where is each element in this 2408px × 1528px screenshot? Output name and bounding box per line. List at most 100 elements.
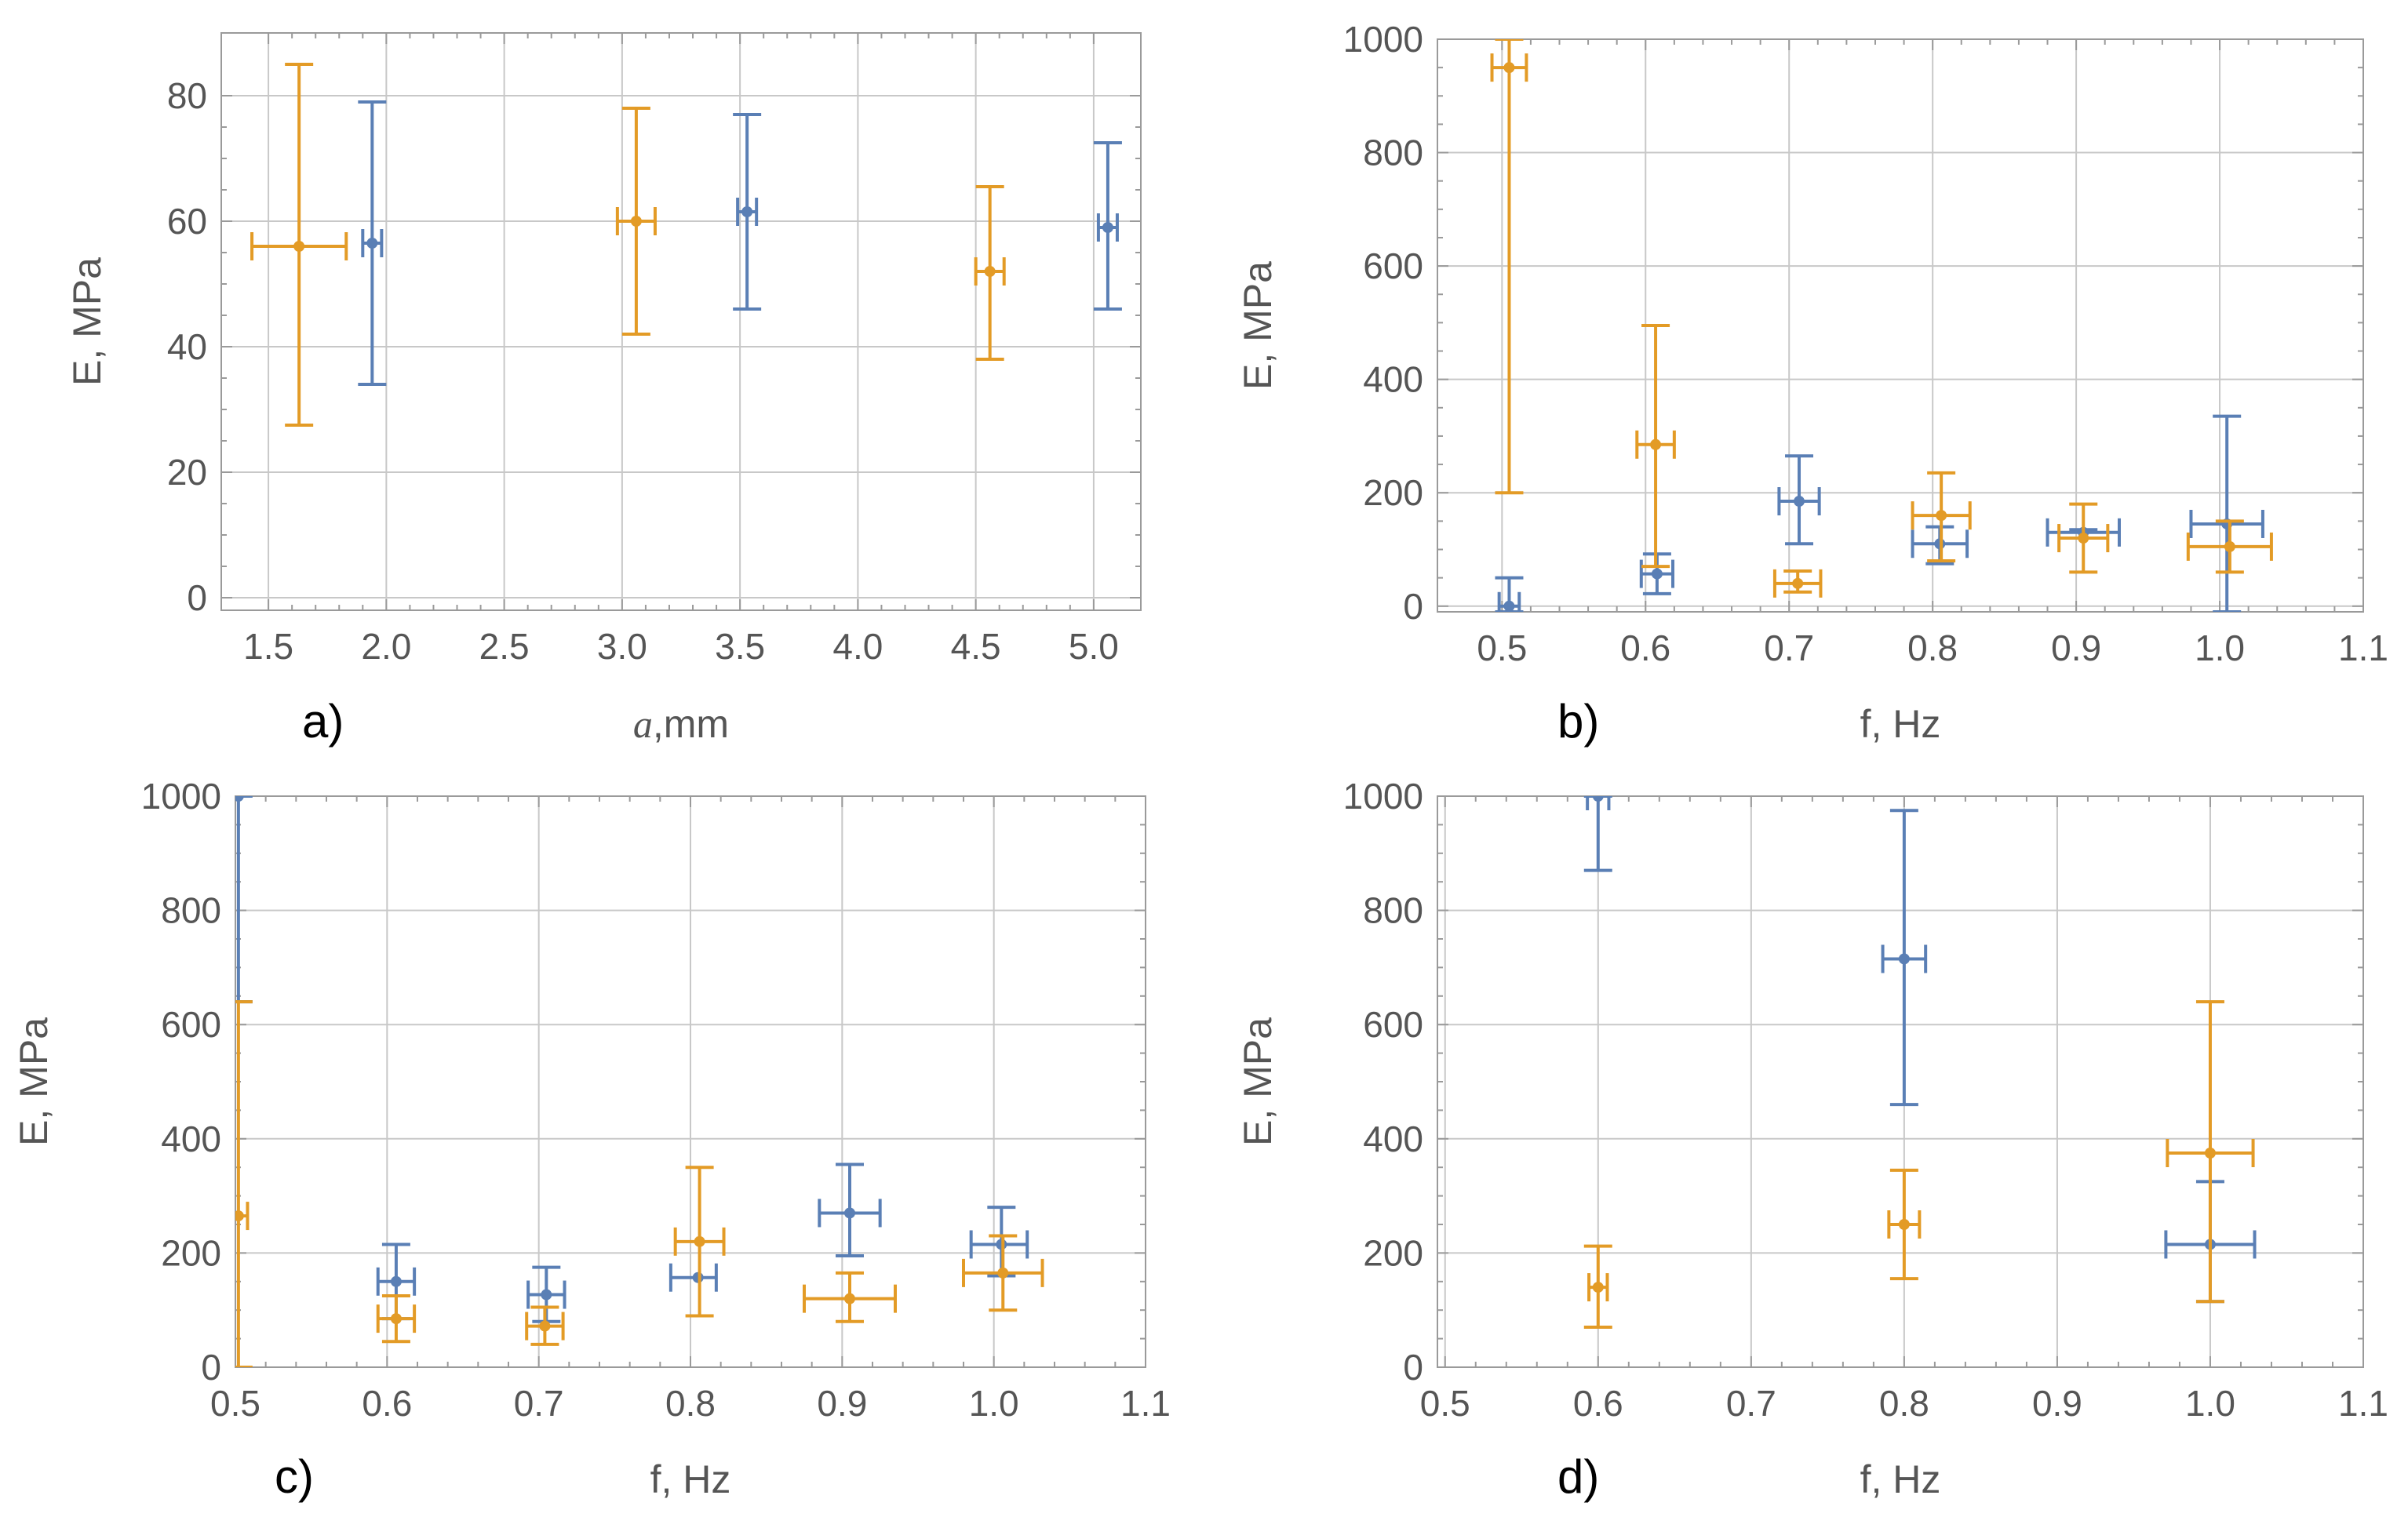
x-tick-label: 0.9 xyxy=(2032,1383,2082,1424)
data-point-blue-2 xyxy=(390,1275,402,1287)
data-point-orange-4 xyxy=(694,1235,705,1247)
data-point-orange-6 xyxy=(2224,540,2235,552)
chart-panel-1: 1.5 2.0 2.5 3.0 3.5 4.0 4.5 5.0 0 20 40 60 80 a,mm E, … xyxy=(65,32,1142,748)
panel-label: a) xyxy=(302,695,344,748)
x-tick-label: 0.7 xyxy=(514,1383,564,1424)
data-point-blue-1 xyxy=(366,238,378,249)
data-point-orange-4 xyxy=(1936,510,1947,522)
x-tick-label: 0.5 xyxy=(1420,1383,1470,1424)
x-tick-label: 3.5 xyxy=(715,626,765,667)
x-tick-label: 1.0 xyxy=(969,1383,1019,1424)
x-tick-label: 1.5 xyxy=(243,626,293,667)
y-tick-label: 400 xyxy=(1363,359,1423,400)
y-tick-label: 60 xyxy=(167,201,207,242)
data-layer xyxy=(250,63,1122,427)
data-point-orange-6 xyxy=(997,1267,1009,1279)
data-point-blue-3 xyxy=(1102,222,1113,233)
data-point-blue-3 xyxy=(541,1289,552,1301)
series-blue xyxy=(1495,414,2264,612)
data-point-orange-2 xyxy=(630,216,642,227)
y-tick-label: 200 xyxy=(161,1232,221,1273)
x-axis-label: f, Hz xyxy=(650,1457,731,1501)
data-point-orange-1 xyxy=(1592,1282,1604,1293)
data-point-orange-3 xyxy=(2204,1148,2216,1159)
data-point-blue-1 xyxy=(1592,796,1604,802)
x-tick-label: 0.6 xyxy=(1573,1383,1623,1424)
data-point-blue-2 xyxy=(741,206,753,217)
panel-label: b) xyxy=(1557,695,1599,748)
chart-panel-2: 0.5 0.6 0.7 0.8 0.9 1.0 1.1 0 200 400 600 800 1000 f,… xyxy=(1236,19,2388,748)
y-tick-label: 1000 xyxy=(141,776,221,817)
data-point-orange-2 xyxy=(1650,438,1662,450)
chart-panel-4: 0.5 0.6 0.7 0.8 0.9 1.0 1.1 0 200 400 600 800 1000 f,… xyxy=(1236,776,2388,1503)
x-tick-label: 0.7 xyxy=(1726,1383,1776,1424)
series-orange xyxy=(250,63,1006,427)
series-orange xyxy=(1583,1000,2255,1330)
series-blue xyxy=(358,100,1122,386)
x-tick-label: 0.6 xyxy=(362,1383,412,1424)
y-tick-label: 600 xyxy=(1363,246,1423,286)
x-axis-label: f, Hz xyxy=(1860,702,1941,746)
y-tick-label: 0 xyxy=(187,577,207,618)
y-axis-label: E, MPa xyxy=(12,1017,56,1146)
y-tick-label: 1000 xyxy=(1343,19,1423,60)
panel-label: d) xyxy=(1557,1450,1599,1503)
x-axis-label-symbol: a xyxy=(633,702,653,746)
chart-panel-3: 0.5 0.6 0.7 0.8 0.9 1.0 1.1 0 200 400 600 800 1000 f,… xyxy=(12,776,1171,1503)
data-point-orange-5 xyxy=(2078,533,2089,544)
data-point-blue-1 xyxy=(235,796,244,802)
x-tick-label: 1.0 xyxy=(2185,1383,2235,1424)
data-point-orange-5 xyxy=(844,1293,855,1304)
y-tick-label: 200 xyxy=(1363,472,1423,513)
data-point-blue-2 xyxy=(1651,568,1663,580)
y-tick-label: 0 xyxy=(1403,1347,1423,1388)
data-point-orange-2 xyxy=(1898,1219,1910,1230)
plot-frame xyxy=(1437,38,2364,613)
y-axis-label: E, MPa xyxy=(65,257,109,386)
data-layer xyxy=(1490,39,2273,612)
x-tick-label: 1.1 xyxy=(2338,628,2388,668)
series-orange xyxy=(1490,39,2273,598)
x-tick-label: 0.9 xyxy=(817,1383,867,1424)
x-tick-label: 0.7 xyxy=(1764,628,1814,668)
x-tick-label: 3.0 xyxy=(597,626,647,667)
y-tick-label: 0 xyxy=(201,1347,221,1388)
y-tick-label: 80 xyxy=(167,75,207,116)
x-tick-label: 2.5 xyxy=(479,626,530,667)
data-layer xyxy=(235,796,1044,1367)
x-tick-label: 0.6 xyxy=(1620,628,1670,668)
x-tick-label: 5.0 xyxy=(1069,626,1119,667)
x-tick-label: 1.1 xyxy=(1120,1383,1171,1424)
data-point-blue-5 xyxy=(844,1207,855,1219)
y-tick-label: 40 xyxy=(167,326,207,367)
x-tick-label: 4.5 xyxy=(951,626,1001,667)
data-point-orange-3 xyxy=(984,266,996,277)
y-tick-label: 800 xyxy=(1363,890,1423,931)
y-tick-label: 20 xyxy=(167,452,207,493)
y-tick-label: 1000 xyxy=(1343,776,1423,817)
x-axis-label: f, Hz xyxy=(1860,1457,1941,1501)
data-point-blue-1 xyxy=(1503,600,1515,612)
data-point-orange-1 xyxy=(293,241,305,252)
x-axis-label: a,mm xyxy=(633,702,729,746)
series-blue xyxy=(235,796,1029,1323)
x-tick-label: 0.8 xyxy=(1879,1383,1929,1424)
plot-frame xyxy=(1437,795,2364,1368)
data-point-orange-1 xyxy=(235,1210,244,1222)
y-tick-label: 600 xyxy=(1363,1004,1423,1045)
data-layer xyxy=(1583,796,2257,1330)
x-tick-label: 0.8 xyxy=(665,1383,716,1424)
x-tick-label: 0.5 xyxy=(210,1383,260,1424)
y-axis-label: E, MPa xyxy=(1236,261,1280,390)
x-tick-label: 4.0 xyxy=(832,626,883,667)
y-tick-label: 400 xyxy=(1363,1119,1423,1159)
x-tick-label: 1.1 xyxy=(2338,1383,2388,1424)
y-axis-label: E, MPa xyxy=(1236,1017,1280,1146)
x-tick-label: 1.0 xyxy=(2195,628,2245,668)
y-tick-label: 200 xyxy=(1363,1232,1423,1273)
panel-label: c) xyxy=(275,1450,314,1503)
x-tick-label: 0.8 xyxy=(1907,628,1958,668)
x-tick-label: 0.5 xyxy=(1477,628,1527,668)
data-point-blue-2 xyxy=(1898,953,1910,965)
